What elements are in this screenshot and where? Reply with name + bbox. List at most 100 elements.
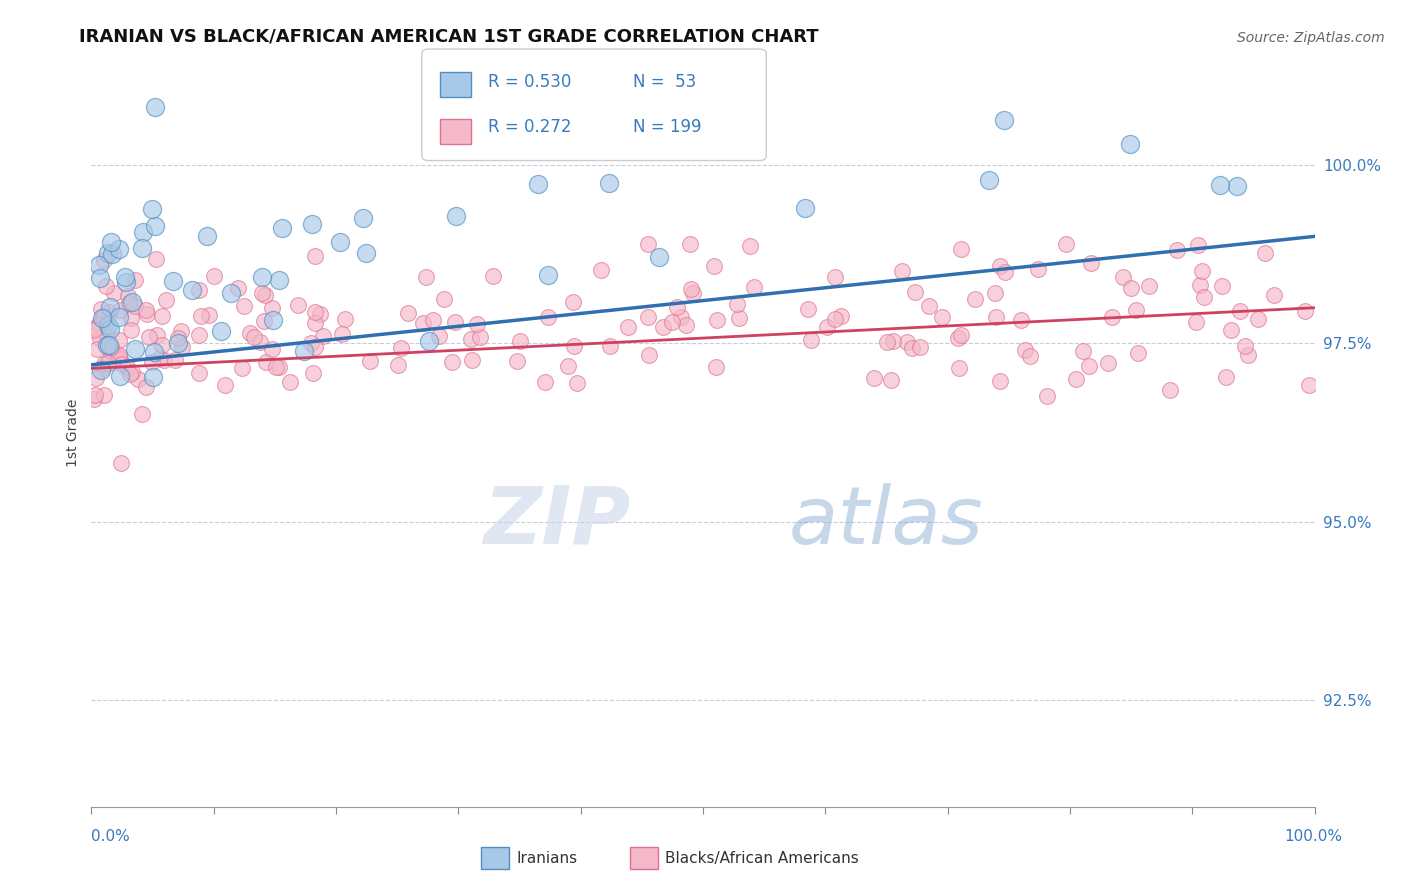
Point [141,202,163,216]
Point [1298,378,1320,392]
Point [254,355,277,369]
Point [418,334,440,348]
Point [904,285,927,299]
Point [87,318,110,332]
Point [100,339,122,353]
Point [979,172,1001,186]
Point [94,317,117,331]
Point [232,300,254,314]
Point [467,317,489,331]
Point [150,309,173,323]
Point [738,238,761,252]
Point [93,357,115,371]
Point [330,326,353,341]
Point [1014,343,1036,357]
Point [108,369,131,384]
Point [1236,348,1258,362]
Point [1054,237,1077,252]
Point [830,310,852,324]
Point [101,247,124,261]
Point [1118,137,1140,152]
Point [1220,323,1243,337]
Point [427,329,450,343]
Point [120,311,142,326]
Point [460,332,482,346]
Point [93,253,115,268]
Point [533,375,555,389]
Point [988,375,1011,389]
Point [135,302,157,317]
Point [793,201,815,215]
Point [679,236,702,251]
Point [231,361,253,376]
Point [108,302,131,317]
Text: atlas: atlas [789,483,983,561]
Point [107,242,129,256]
Point [89,331,111,345]
Point [561,295,583,310]
Point [949,327,972,342]
Point [863,371,886,385]
Point [250,285,273,300]
Point [120,323,142,337]
Point [131,407,153,421]
Point [83,323,105,337]
Point [260,301,283,316]
Point [1194,290,1216,304]
Point [647,250,669,264]
Text: IRANIAN VS BLACK/AFRICAN AMERICAN 1ST GRADE CORRELATION CHART: IRANIAN VS BLACK/AFRICAN AMERICAN 1ST GR… [79,28,818,45]
Point [1121,281,1143,295]
Point [121,365,143,379]
Point [145,328,167,343]
Point [329,235,352,249]
Point [703,259,725,273]
Point [90,301,112,316]
Point [557,359,579,374]
Point [412,316,434,330]
Point [145,219,167,233]
Point [90,362,112,376]
Point [262,313,284,327]
Point [1112,269,1135,284]
Point [1010,313,1032,327]
Text: N = 199: N = 199 [633,119,702,136]
Point [727,297,749,311]
Point [984,286,1007,301]
Point [115,275,138,289]
Point [226,281,249,295]
Text: N =  53: N = 53 [633,73,696,91]
Point [292,343,315,358]
Point [108,350,131,364]
Point [301,367,323,381]
Point [304,249,326,263]
Point [665,300,688,314]
Point [948,360,970,375]
Point [124,299,146,313]
Point [153,353,176,368]
Point [509,334,531,348]
Point [98,322,121,336]
Point [100,235,122,249]
Point [167,335,190,350]
Point [333,312,356,326]
Point [214,377,236,392]
Point [637,310,659,325]
Point [984,310,1007,324]
Point [1295,303,1317,318]
Point [963,292,986,306]
Point [84,388,107,402]
Point [278,375,301,389]
Point [89,271,111,285]
Point [1064,372,1087,386]
Point [1137,278,1160,293]
Point [110,456,132,470]
Point [637,236,659,251]
Point [97,304,120,318]
Point [97,356,120,370]
Point [187,327,209,342]
Point [354,245,377,260]
Text: Blacks/African Americans: Blacks/African Americans [665,851,859,865]
Point [444,315,467,329]
Point [197,308,219,322]
Point [1185,314,1208,328]
